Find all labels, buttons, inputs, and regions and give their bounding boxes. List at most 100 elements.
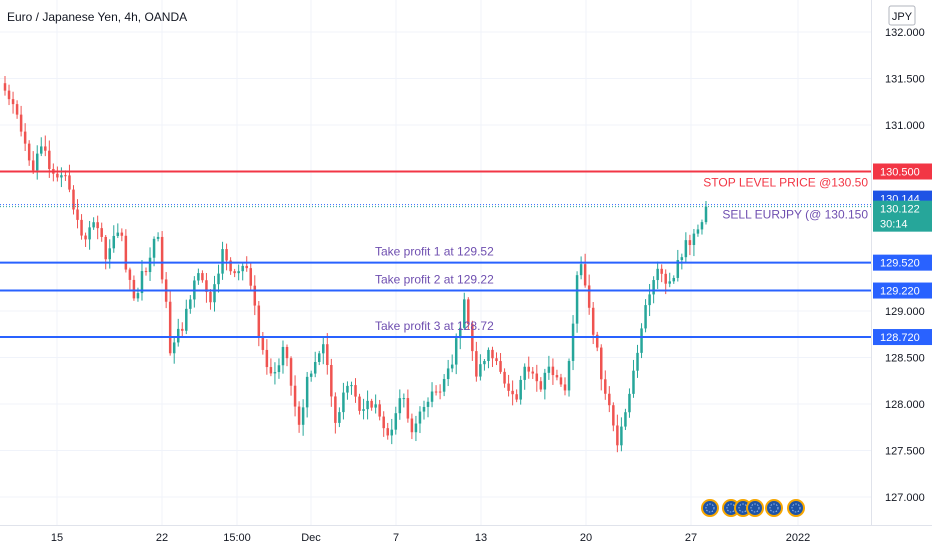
candle[interactable] [438,384,442,400]
event-globe-icon[interactable] [787,499,805,517]
candle[interactable] [587,274,591,315]
candle[interactable] [350,381,353,395]
candle[interactable] [88,220,91,250]
candle[interactable] [233,268,236,278]
candle[interactable] [269,358,273,377]
candle[interactable] [3,75,7,96]
candle[interactable] [100,222,103,242]
candle[interactable] [205,273,208,303]
candle[interactable] [519,375,522,405]
candle[interactable] [342,382,345,420]
candle[interactable] [293,375,297,417]
candle[interactable] [499,353,502,374]
candle[interactable] [273,362,277,385]
candle[interactable] [378,399,381,421]
candle[interactable] [410,413,414,440]
candle[interactable] [434,385,438,396]
candle[interactable] [23,123,27,152]
candle[interactable] [555,369,559,381]
time-axis[interactable]: 15 22 15:00 Dec 7 13 20 27 2022 [51,532,810,544]
candle[interactable] [168,290,172,356]
candle[interactable] [458,321,462,350]
candle[interactable] [491,346,494,368]
candle[interactable] [547,355,551,380]
candle[interactable] [366,390,369,420]
candle[interactable] [418,406,422,434]
candle[interactable] [185,299,188,335]
candle[interactable] [120,228,124,242]
candle[interactable] [237,264,240,281]
candle[interactable] [636,344,639,378]
candle[interactable] [559,373,563,387]
candle[interactable] [27,140,31,166]
candle[interactable] [430,382,434,408]
candle[interactable] [225,243,228,271]
candle[interactable] [144,267,148,276]
candle[interactable] [330,358,333,407]
candle[interactable] [285,344,289,367]
candle[interactable] [370,398,373,411]
candle[interactable] [116,223,120,239]
candle[interactable] [656,261,659,289]
candle[interactable] [563,377,567,396]
candle[interactable] [326,333,329,375]
candle[interactable] [19,105,23,137]
candle[interactable] [261,331,265,355]
candle[interactable] [148,247,152,281]
candle[interactable] [152,236,156,267]
price-axis[interactable]: 132.000 131.500 131.000 129.000 128.500 128.0… [885,27,925,504]
candle[interactable] [426,397,430,418]
candle[interactable] [229,257,232,275]
candle[interactable] [668,272,671,288]
candle[interactable] [281,340,285,374]
candle[interactable] [80,214,83,240]
candle[interactable] [112,225,116,253]
candle[interactable] [213,275,216,312]
candle[interactable] [600,344,603,391]
candle[interactable] [297,401,301,433]
candle[interactable] [700,219,704,235]
candle[interactable] [463,292,466,330]
candle[interactable] [277,358,281,379]
candle[interactable] [616,414,619,453]
candle[interactable] [189,295,192,314]
candle[interactable] [692,229,696,257]
candle[interactable] [172,337,176,364]
event-globe-icon[interactable] [701,499,719,517]
candle[interactable] [688,234,692,256]
candle[interactable] [386,422,389,440]
candle[interactable] [374,394,377,414]
candle[interactable] [221,241,224,280]
candle[interactable] [551,358,555,385]
candle[interactable] [507,374,510,397]
candle[interactable] [128,267,132,290]
candle[interactable] [197,268,200,285]
candle[interactable] [487,347,490,369]
candle[interactable] [660,264,663,283]
candle[interactable] [523,363,526,390]
candle[interactable] [317,350,321,366]
candle[interactable] [249,262,253,291]
candle[interactable] [467,297,470,330]
candle[interactable] [257,300,261,347]
candle[interactable] [632,359,635,398]
candle[interactable] [527,356,530,379]
candle[interactable] [644,299,647,333]
candle[interactable] [414,415,418,442]
candle[interactable] [620,417,623,452]
candle[interactable] [35,145,39,180]
candle[interactable] [40,137,43,157]
candle[interactable] [176,318,180,347]
candle[interactable] [44,135,47,157]
candle[interactable] [382,411,385,437]
candle[interactable] [201,270,204,283]
candle[interactable] [676,249,680,282]
candle[interactable] [390,418,394,445]
candle[interactable] [354,378,357,403]
candle[interactable] [68,164,71,193]
candle[interactable] [628,388,631,418]
candle[interactable] [450,354,454,373]
candle[interactable] [56,166,59,182]
